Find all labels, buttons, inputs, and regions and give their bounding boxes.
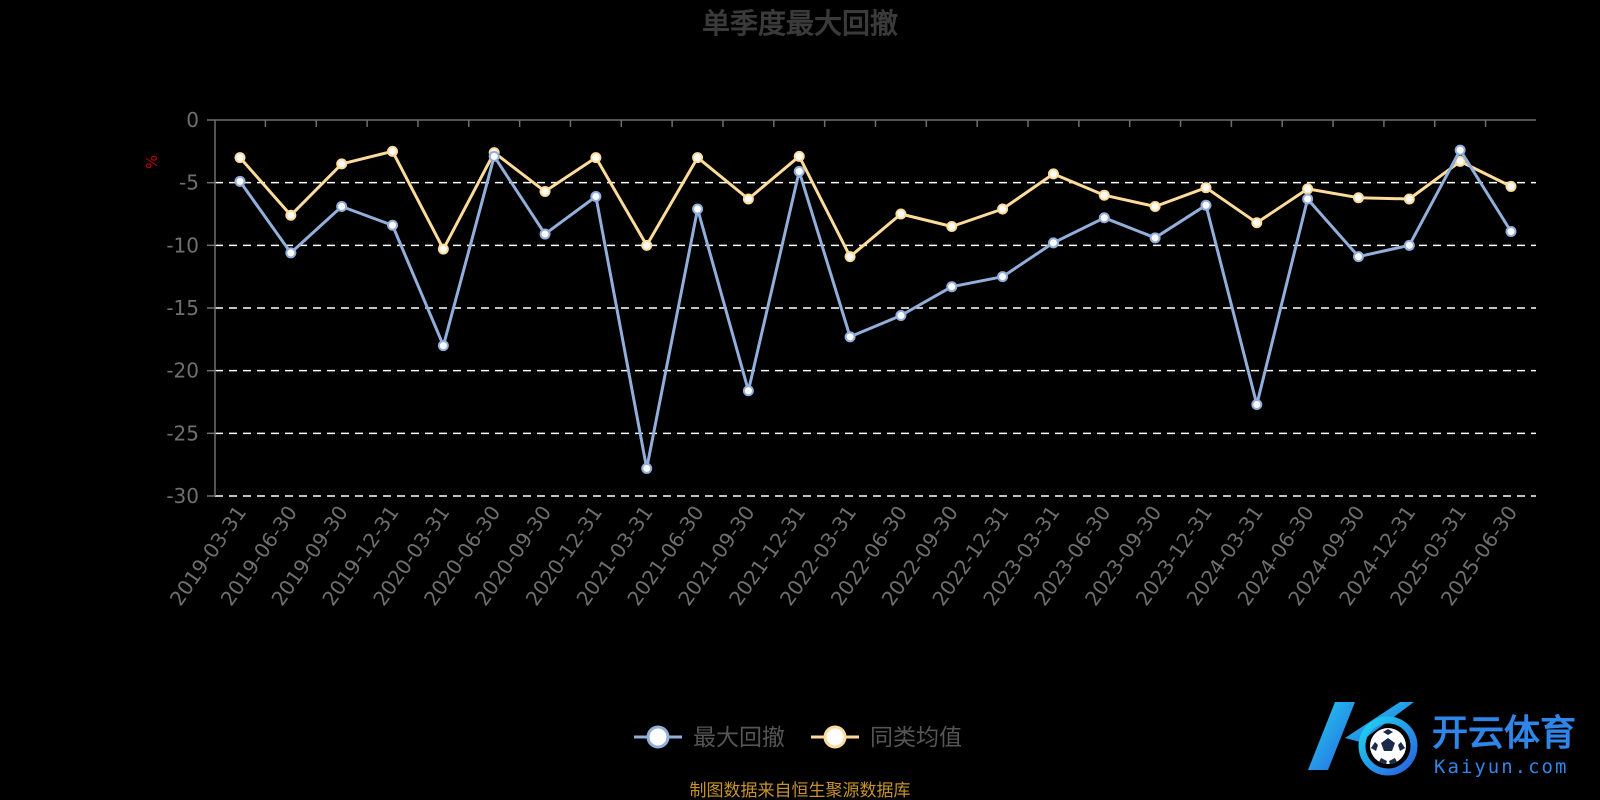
logo-k-stem-icon xyxy=(1308,702,1355,770)
data-point[interactable] xyxy=(997,203,1009,215)
data-point[interactable] xyxy=(946,281,958,293)
logo-brand-text: 开云体育 xyxy=(1432,713,1576,754)
grid-lines xyxy=(215,181,1536,497)
y-tick-label: -15 xyxy=(166,296,199,320)
data-point[interactable] xyxy=(1098,189,1110,201)
kaiyun-watermark-logo: 开云体育 Kaiyun.com xyxy=(1308,702,1576,778)
data-point[interactable] xyxy=(437,340,449,352)
data-point[interactable] xyxy=(844,251,856,263)
data-point[interactable] xyxy=(1505,226,1517,238)
data-point[interactable] xyxy=(1454,144,1466,156)
data-point[interactable] xyxy=(692,203,704,215)
y-axis-unit-label: % xyxy=(143,155,161,169)
y-tick-label: -25 xyxy=(166,421,199,445)
logo-ring-icon xyxy=(1358,716,1418,776)
data-point[interactable] xyxy=(336,158,348,170)
y-tick-labels: 0 -5 -10 -15 -20 -25 -30 xyxy=(166,108,199,508)
soccer-ball-icon xyxy=(1370,728,1406,764)
series-peer-average xyxy=(234,145,1517,263)
legend-label-max-drawdown: 最大回撤 xyxy=(693,725,785,751)
data-source-note: 制图数据来自恒生聚源数据库 xyxy=(690,781,911,800)
data-point[interactable] xyxy=(285,247,297,259)
data-point[interactable] xyxy=(234,152,246,164)
data-point[interactable] xyxy=(1098,212,1110,224)
x-tick-labels: 2019-03-312019-06-302019-09-302019-12-31… xyxy=(165,501,1522,610)
data-point[interactable] xyxy=(997,271,1009,283)
series-line xyxy=(238,148,1513,470)
data-point[interactable] xyxy=(1149,200,1161,212)
data-point[interactable] xyxy=(793,150,805,162)
y-tick-label: -20 xyxy=(166,359,199,383)
data-point[interactable] xyxy=(285,209,297,221)
data-point[interactable] xyxy=(1302,193,1314,205)
data-point[interactable] xyxy=(1403,239,1415,251)
legend-label-peer-average: 同类均值 xyxy=(870,725,962,751)
data-point[interactable] xyxy=(1251,217,1263,229)
y-tick-label: -5 xyxy=(179,171,199,195)
data-point[interactable] xyxy=(387,145,399,157)
data-point[interactable] xyxy=(641,239,653,251)
legend-marker-max-drawdown xyxy=(646,725,670,749)
data-point[interactable] xyxy=(590,190,602,202)
data-point[interactable] xyxy=(1403,193,1415,205)
series-lines xyxy=(234,144,1517,474)
series-max-drawdown xyxy=(234,144,1517,474)
data-point[interactable] xyxy=(793,165,805,177)
series-line xyxy=(238,149,1512,259)
data-point[interactable] xyxy=(1047,237,1059,249)
legend-item-peer-average[interactable]: 同类均值 xyxy=(811,725,962,751)
data-point[interactable] xyxy=(539,185,551,197)
data-point[interactable] xyxy=(539,228,551,240)
data-point[interactable] xyxy=(895,208,907,220)
data-point[interactable] xyxy=(437,243,449,255)
data-point[interactable] xyxy=(844,331,856,343)
axes xyxy=(207,119,1536,497)
legend[interactable]: 最大回撤 同类均值 xyxy=(634,725,962,751)
data-point[interactable] xyxy=(895,310,907,322)
data-point[interactable] xyxy=(234,175,246,187)
data-point[interactable] xyxy=(1149,232,1161,244)
data-point[interactable] xyxy=(1505,180,1517,192)
data-point[interactable] xyxy=(1047,168,1059,180)
y-tick-label: 0 xyxy=(186,108,199,132)
data-point[interactable] xyxy=(1200,182,1212,194)
legend-marker-peer-average xyxy=(823,725,847,749)
y-tick-label: -30 xyxy=(166,484,199,508)
data-point[interactable] xyxy=(488,150,500,162)
legend-item-max-drawdown[interactable]: 最大回撤 xyxy=(634,725,785,751)
data-point[interactable] xyxy=(641,462,653,474)
data-point[interactable] xyxy=(1352,251,1364,263)
data-point[interactable] xyxy=(387,219,399,231)
logo-domain-text: Kaiyun.com xyxy=(1434,756,1568,778)
data-point[interactable] xyxy=(742,193,754,205)
data-point[interactable] xyxy=(1251,399,1263,411)
data-point[interactable] xyxy=(590,152,602,164)
y-tick-label: -10 xyxy=(166,233,199,257)
data-point[interactable] xyxy=(336,200,348,212)
chart-title: 单季度最大回撤 xyxy=(702,7,898,40)
data-point[interactable] xyxy=(1352,192,1364,204)
data-point[interactable] xyxy=(1200,199,1212,211)
data-point[interactable] xyxy=(1302,183,1314,195)
data-point[interactable] xyxy=(742,385,754,397)
data-point[interactable] xyxy=(946,221,958,233)
data-point[interactable] xyxy=(692,152,704,164)
